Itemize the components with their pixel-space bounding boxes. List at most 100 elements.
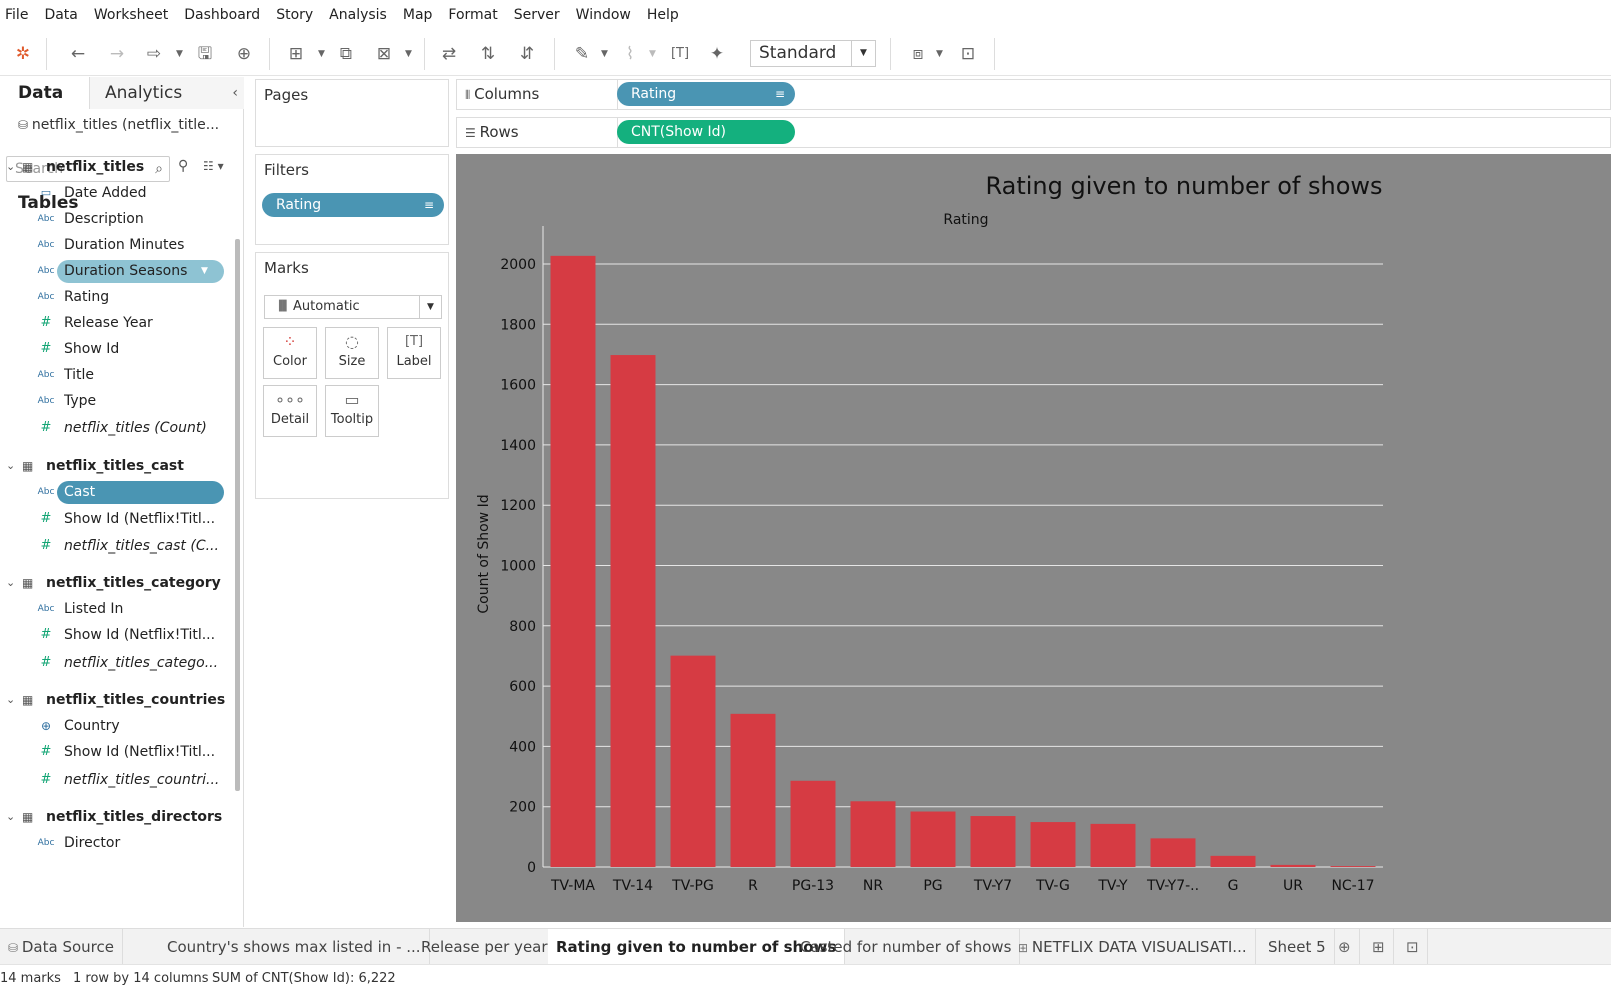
field-item[interactable]: # netflix_titles_catego... [0,651,226,675]
bar-pg-13[interactable] [790,780,836,867]
clear-sheet-icon[interactable]: ⊠ [376,44,392,64]
undo-icon[interactable]: ← [70,44,86,64]
bar-nc-17[interactable] [1330,866,1376,867]
bar-tv-pg[interactable] [670,655,716,867]
show-me-icon[interactable]: ⧈ [912,44,924,64]
menu-window[interactable]: Window [575,7,631,23]
tab-analytics[interactable]: Analytics [90,77,244,109]
highlight-dropdown-icon[interactable]: ▼ [601,49,608,59]
sheet-tab[interactable]: Casted for number of shows [792,929,1021,965]
color-button[interactable]: ⁘ Color [263,327,317,379]
highlight-icon[interactable]: ✎ [574,44,590,64]
field-item[interactable]: # Show Id (Netflix!Titl... [0,740,226,764]
pin-icon[interactable]: ✦ [709,44,725,64]
field-item[interactable]: Abc Rating [0,285,226,309]
field-item[interactable]: # netflix_titles_cast (C... [0,534,226,558]
menu-worksheet[interactable]: Worksheet [93,7,169,23]
new-story-tab-icon[interactable]: ⊡ [1398,929,1428,965]
field-item[interactable]: # Show Id [0,337,226,361]
field-item[interactable]: # netflix_titles (Count) [0,416,226,440]
columns-shelf[interactable]: ⦀ Columns Rating ≡ [456,79,1611,110]
detail-button[interactable]: ∘∘∘ Detail [263,385,317,437]
field-item[interactable]: Abc Duration Seasons ▼ [0,259,226,283]
bar-ur[interactable] [1270,864,1316,867]
table-netflix_titles_countries[interactable]: ⌄ ▦ netflix_titles_countries [0,688,226,712]
menu-help[interactable]: Help [646,7,679,23]
menu-server[interactable]: Server [513,7,560,23]
menu-map[interactable]: Map [402,7,433,23]
sheet-tab[interactable]: Release per year [413,929,557,965]
chevron-down-icon[interactable]: ▼ [201,266,208,276]
new-datasource-icon[interactable]: ⊕ [236,44,252,64]
table-netflix_titles_category[interactable]: ⌄ ▦ netflix_titles_category [0,571,226,595]
field-item[interactable]: ▭ Date Added [0,181,226,205]
bar-tv-g[interactable] [1030,822,1076,867]
clear-dropdown-icon[interactable]: ▼ [405,49,412,59]
field-item[interactable]: ⊕ Country [0,714,226,738]
sheet-tab[interactable]: Country's shows max listed in - ... [159,929,430,965]
field-item[interactable]: Abc Duration Minutes [0,233,226,257]
columns-pill-rating[interactable]: Rating ≡ [617,82,795,106]
viz-area[interactable]: Rating given to number of shows Rating 0 20… [456,154,1611,922]
group-icon[interactable]: ⌇ [625,44,635,64]
field-item[interactable]: # Show Id (Netflix!Titl... [0,623,226,647]
field-item[interactable]: Abc Listed In [0,597,226,621]
save-icon[interactable]: 🖫 [197,44,213,64]
bar-tv-y7-..[interactable] [1150,838,1196,867]
chevron-down-icon[interactable]: ⌄ [6,810,16,823]
field-item[interactable]: # Show Id (Netflix!Titl... [0,507,226,531]
collapse-icon[interactable]: ‹ [232,85,238,101]
bar-tv-y7[interactable] [970,816,1016,867]
pages-card[interactable]: Pages [255,79,449,147]
show-me-dropdown-icon[interactable]: ▼ [936,49,943,59]
labels-icon[interactable]: [T] [670,46,690,61]
chevron-down-icon[interactable]: ⌄ [6,576,16,589]
field-item[interactable]: Abc Director [0,831,226,855]
tooltip-button[interactable]: ▭ Tooltip [325,385,379,437]
fit-select[interactable]: Standard ▼ [750,40,876,67]
sheet-tab[interactable]: Rating given to number of shows [548,929,846,965]
marks-type-select[interactable]: ▐▌ Automatic ▼ [264,295,442,319]
search-input[interactable]: Search ⌕ [6,156,170,182]
field-item[interactable]: Abc Title [0,363,226,387]
rows-shelf[interactable]: ☰ Rows CNT(Show Id) [456,117,1611,148]
filter-pill-rating[interactable]: Rating ≡ [262,193,444,217]
sheet-tab[interactable]: ⛁ Data Source [0,929,123,965]
field-item[interactable]: Abc Type [0,389,226,413]
chevron-down-icon[interactable]: ⌄ [6,459,16,472]
sheet-tab[interactable]: ⊞ NETFLIX DATA VISUALISATI... [1010,929,1256,965]
bar-nr[interactable] [850,801,896,867]
field-item[interactable]: # netflix_titles_countri... [0,768,226,792]
presentation-icon[interactable]: ⊡ [960,44,976,64]
bar-r[interactable] [730,713,776,867]
tab-data[interactable]: Data [0,77,90,109]
sort-descending-icon[interactable]: ⇵ [519,44,535,64]
datasource-item[interactable]: ⛁ netflix_titles (netflix_title... [18,117,219,133]
field-item[interactable]: # Release Year [0,311,226,335]
bar-tv-ma[interactable] [550,255,596,867]
bar-tv-14[interactable] [610,355,656,867]
bar-tv-y[interactable] [1090,823,1136,867]
swap-icon[interactable]: ⇄ [441,44,457,64]
menu-dashboard[interactable]: Dashboard [184,7,261,23]
bar-g[interactable] [1210,855,1256,867]
chevron-down-icon[interactable]: ⌄ [6,693,16,706]
group-dropdown-icon[interactable]: ▼ [649,49,656,59]
redo-icon[interactable]: → [109,44,125,64]
filter-icon[interactable]: ⚲ [178,158,189,174]
new-dashboard-tab-icon[interactable]: ⊞ [1364,929,1394,965]
replay-icon[interactable]: ⇨ [146,44,162,64]
table-netflix_titles[interactable]: ⌄ ▦ netflix_titles [0,155,226,179]
sort-ascending-icon[interactable]: ⇅ [480,44,496,64]
replay-dropdown-icon[interactable]: ▼ [176,49,183,59]
rows-pill-cnt-show-id[interactable]: CNT(Show Id) [617,120,795,144]
new-worksheet-dropdown-icon[interactable]: ▼ [318,49,325,59]
scrollbar[interactable] [235,239,240,791]
view-options-icon[interactable]: ☷ ▾ [203,159,224,173]
bar-pg[interactable] [910,811,956,867]
menu-format[interactable]: Format [448,7,498,23]
table-netflix_titles_cast[interactable]: ⌄ ▦ netflix_titles_cast [0,454,226,478]
size-button[interactable]: ◌ Size [325,327,379,379]
sheet-tab[interactable]: Sheet 5 [1260,929,1335,965]
field-item[interactable]: Abc Cast [0,480,226,504]
